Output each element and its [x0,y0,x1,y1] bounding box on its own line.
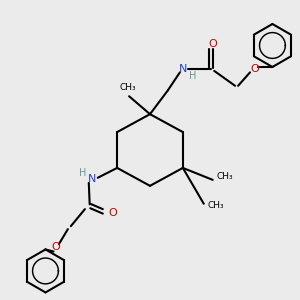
Text: N: N [88,174,96,184]
Text: CH₃: CH₃ [119,83,136,92]
Text: H: H [79,168,86,178]
Text: H: H [189,71,196,81]
Text: O: O [108,208,117,218]
Text: N: N [179,64,187,74]
Text: O: O [52,242,60,252]
Text: O: O [250,64,259,74]
Text: CH₃: CH₃ [208,201,225,210]
Text: CH₃: CH₃ [217,172,234,182]
Text: O: O [208,39,217,49]
